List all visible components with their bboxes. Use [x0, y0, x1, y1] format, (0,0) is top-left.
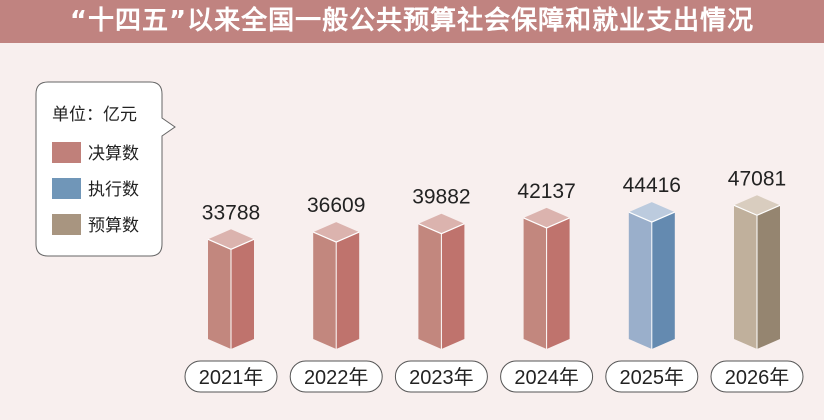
- bar: [628, 202, 676, 349]
- bar: [418, 213, 465, 349]
- bar-side-face: [231, 239, 254, 349]
- bar-side-face: [441, 223, 465, 349]
- legend-callout: [35, 81, 176, 257]
- bar-front-face: [628, 212, 652, 349]
- bar-front-face: [734, 205, 757, 349]
- data-label: 42137: [517, 180, 575, 203]
- chart-title: “十四五”以来全国一般公共预算社会保障和就业支出情况: [0, 0, 824, 43]
- legend-swatch: [52, 142, 81, 163]
- x-tick-label: 2021年: [199, 366, 264, 389]
- bar-front-face: [418, 223, 442, 349]
- data-label: 36609: [307, 194, 365, 217]
- bar-front-face: [208, 239, 231, 349]
- year-pill: [289, 360, 383, 393]
- bar: [733, 195, 781, 349]
- data-label: 44416: [623, 174, 681, 197]
- legend-swatch: [52, 214, 81, 235]
- legend-label: 预算数: [88, 216, 139, 236]
- data-label: 47081: [728, 167, 786, 190]
- year-pill: [394, 360, 488, 393]
- year-pill: [184, 360, 278, 393]
- bar-front-face: [313, 232, 337, 349]
- year-pill: [710, 360, 804, 393]
- bar: [207, 229, 255, 349]
- x-tick-label: 2024年: [514, 366, 579, 389]
- data-label: 39882: [412, 186, 470, 209]
- bar: [523, 207, 570, 349]
- legend-label: 决算数: [88, 144, 139, 164]
- year-pill: [605, 360, 699, 393]
- bar-side-face: [336, 232, 360, 349]
- bar: [312, 222, 360, 349]
- x-tick-label: 2023年: [409, 366, 474, 389]
- unit-label: 单位：亿元: [52, 105, 137, 125]
- x-tick-label: 2025年: [620, 366, 685, 389]
- legend-swatch: [52, 178, 81, 199]
- bar-front-face: [523, 217, 547, 349]
- x-tick-label: 2022年: [304, 366, 369, 389]
- bar-side-face: [757, 205, 780, 349]
- x-tick-label: 2026年: [725, 366, 790, 389]
- bar-side-face: [651, 212, 675, 349]
- data-label: 33788: [202, 201, 260, 224]
- bar-side-face: [546, 217, 570, 349]
- year-pill: [500, 360, 594, 393]
- legend-label: 执行数: [88, 180, 139, 200]
